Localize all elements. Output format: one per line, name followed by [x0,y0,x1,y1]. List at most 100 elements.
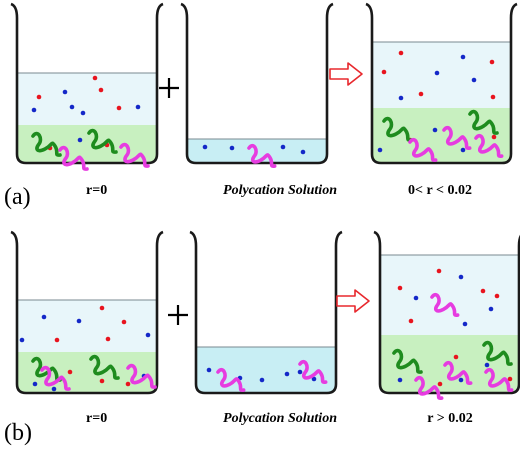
polyanion-chain [298,359,328,384]
beaker-outline [10,230,164,395]
ion-dot [398,95,404,101]
ion-dot [31,107,37,113]
ion-dot [105,336,111,342]
ion-dot [458,274,464,280]
polycation-chain [87,128,118,154]
ion-dot [507,376,513,382]
ion-dot [62,89,68,95]
ion-dot [69,104,75,110]
caption-a-right: 0< r < 0.02 [408,183,472,198]
ion-dot [99,305,105,311]
ion-dot [67,369,73,375]
ion-dot [19,337,25,343]
caption-a-left: r=0 [86,183,108,198]
ion-dot [300,149,306,155]
ion-dot [92,75,98,81]
beaker-a-polycation [180,2,334,165]
ion-dot [77,137,83,143]
polyanion-chain [58,145,89,171]
arrow-a [329,62,363,86]
polycation-chain [31,131,62,157]
ion-dot [489,59,495,65]
polyanion-chain [119,142,150,168]
ion-dot [125,381,131,387]
ion-dot [116,105,122,111]
polyanion-chain [474,133,504,158]
polyanion-chain [408,137,438,162]
ion-dot [229,145,235,151]
ion-dot [202,144,208,150]
ion-dot [458,377,464,383]
polyanion-chain [484,367,514,392]
ion-dot [408,318,414,324]
ion-dot [280,144,286,150]
polycation-chain [31,356,62,382]
panel-label-b: (b) [4,420,32,446]
ion-dot [41,314,47,320]
ion-dot [145,332,151,338]
polyanion-chain [443,360,473,385]
beaker-a-initial [10,2,164,165]
ion-dot [80,110,86,116]
coacervate-phase [17,125,157,163]
ion-dot [381,69,387,75]
ion-dot [36,94,42,100]
ion-dot [494,293,500,299]
polycation-chain [392,348,423,374]
ion-dot [453,354,459,360]
ion-dot [462,321,468,327]
ion-dot [491,134,497,140]
polyanion-chain [414,375,444,400]
beaker-b-initial [10,230,164,395]
polycation-chain [482,340,513,366]
beaker-b-mixed [373,230,520,395]
ion-dot [135,104,141,110]
polyanion-chain [442,125,472,150]
ion-dot [397,285,403,291]
caption-b-right: r > 0.02 [427,411,473,426]
polyanion-chain [247,143,277,168]
ion-dot [121,319,127,325]
ion-dot [434,70,440,76]
liquid [196,347,336,393]
ion-dot [471,77,477,83]
polyanion-chain [126,363,157,389]
ion-dot [460,54,466,60]
ion-dot [413,295,419,301]
ion-dot [418,91,424,97]
ion-dot [480,288,486,294]
ion-dot [311,376,317,382]
caption-b-middle: Polycation Solution [223,411,337,426]
ion-dot [98,87,104,93]
panel-label-a: (a) [4,184,31,210]
caption-b-left: r=0 [86,411,108,426]
ion-dot [284,371,290,377]
ion-dot [397,377,403,383]
ion-dot [99,378,105,384]
beaker-outline [365,2,518,165]
ion-dot [490,94,496,100]
beaker-outline [373,230,520,395]
polycation-chain [89,354,120,380]
ion-dot [460,147,466,153]
ion-dot [488,306,494,312]
polycation-chain [468,109,499,135]
caption-a-middle: Polycation Solution [223,183,337,198]
arrow-b [336,289,370,313]
ion-dot [32,381,38,387]
ion-dot [51,386,57,392]
ion-dot [206,367,212,373]
polyanion-chain [430,292,460,317]
polyanion-chain [216,367,246,392]
beaker-b-polycation [189,230,343,395]
ion-dot [76,318,82,324]
ion-dot [377,147,383,153]
ion-dot [297,369,303,375]
ion-dot [484,362,490,368]
ion-dot [259,377,265,383]
polyanion-chain [40,365,71,391]
beaker-outline [10,2,164,165]
ion-dot [436,268,442,274]
ion-dot [437,381,443,387]
